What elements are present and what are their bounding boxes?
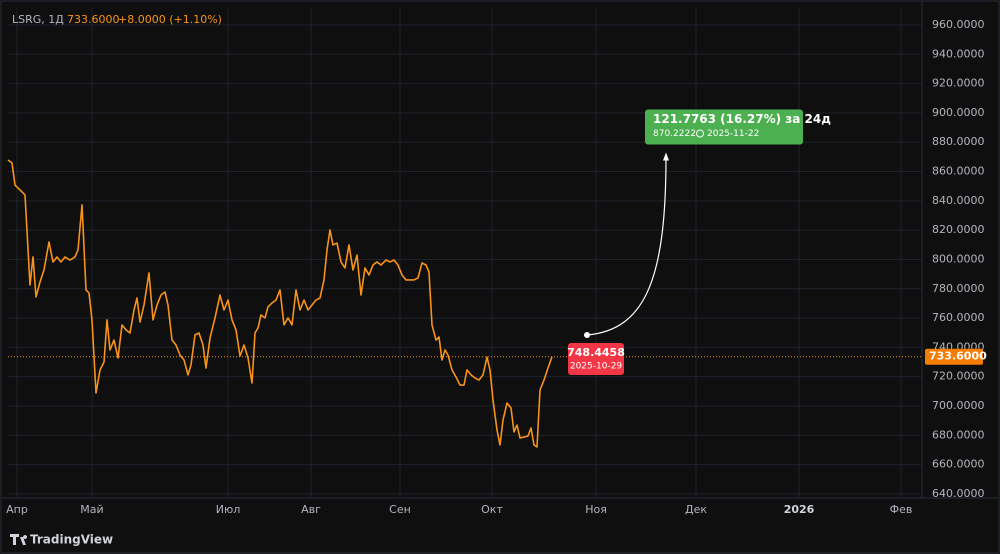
- projection-change: 121.7763 (16.27%) за 24д: [653, 112, 831, 126]
- y-tick-label: 880.0000: [932, 135, 985, 148]
- y-tick-label: 660.0000: [932, 458, 985, 471]
- x-tick-label: Май: [80, 503, 103, 516]
- y-tick-label: 940.0000: [932, 47, 985, 60]
- x-tick-label: Апр: [6, 503, 28, 516]
- projection-start-box: [568, 342, 624, 375]
- x-tick-label: Дек: [685, 503, 707, 516]
- brand-name: TradingView: [30, 533, 113, 547]
- x-tick-label: 2026: [784, 503, 815, 516]
- change: +8.0000 (+1.10%): [118, 13, 222, 26]
- y-tick-label: 800.0000: [932, 252, 985, 265]
- y-tick-label: 840.0000: [932, 194, 985, 207]
- y-tick-label: 820.0000: [932, 223, 985, 236]
- last-price: 733.6000: [67, 13, 120, 26]
- grid: [8, 8, 922, 498]
- y-tick-label: 760.0000: [932, 311, 985, 324]
- y-tick-label: 860.0000: [932, 165, 985, 178]
- projection-end-box: [645, 109, 803, 145]
- y-tick-label: 960.0000: [932, 18, 985, 31]
- y-tick-label: 700.0000: [932, 399, 985, 412]
- x-tick-label: Сен: [389, 503, 411, 516]
- last-price-tag-label: 733.6000: [929, 350, 987, 363]
- projection-start-value: 748.4458: [567, 346, 625, 359]
- projection-end-value: 870.2222: [653, 129, 696, 139]
- last-price-tag: [925, 348, 983, 365]
- y-tick-label: 640.0000: [932, 487, 985, 500]
- clock-icon: [696, 129, 704, 138]
- header: LSRG, 1Д 733.6000 +8.0000 (+1.10%): [12, 13, 222, 26]
- plot: [7, 152, 922, 448]
- projection-curve: [586, 156, 667, 336]
- brand-logo: [10, 534, 28, 545]
- y-tick-label: 900.0000: [932, 106, 985, 119]
- x-tick-label: Окт: [481, 503, 503, 516]
- projection-start: [584, 331, 590, 338]
- y-tick-label: 780.0000: [932, 282, 985, 295]
- x-tick-label: Фев: [890, 503, 913, 516]
- y-tick-label: 720.0000: [932, 370, 985, 383]
- price-line: [7, 159, 553, 448]
- projection-start-date: 2025-10-29: [570, 361, 623, 371]
- projection-end: [663, 152, 669, 161]
- y-tick-label: 680.0000: [932, 428, 985, 441]
- x-tick-label: Авг: [301, 503, 321, 516]
- projection-end-date: 2025-11-22: [707, 129, 759, 139]
- brand[interactable]: TradingView: [10, 533, 113, 547]
- y-tick-label: 920.0000: [932, 77, 985, 90]
- x-tick-label: Ноя: [585, 503, 607, 516]
- x-tick-label: Июл: [216, 503, 241, 516]
- symbol: LSRG, 1Д: [12, 13, 64, 26]
